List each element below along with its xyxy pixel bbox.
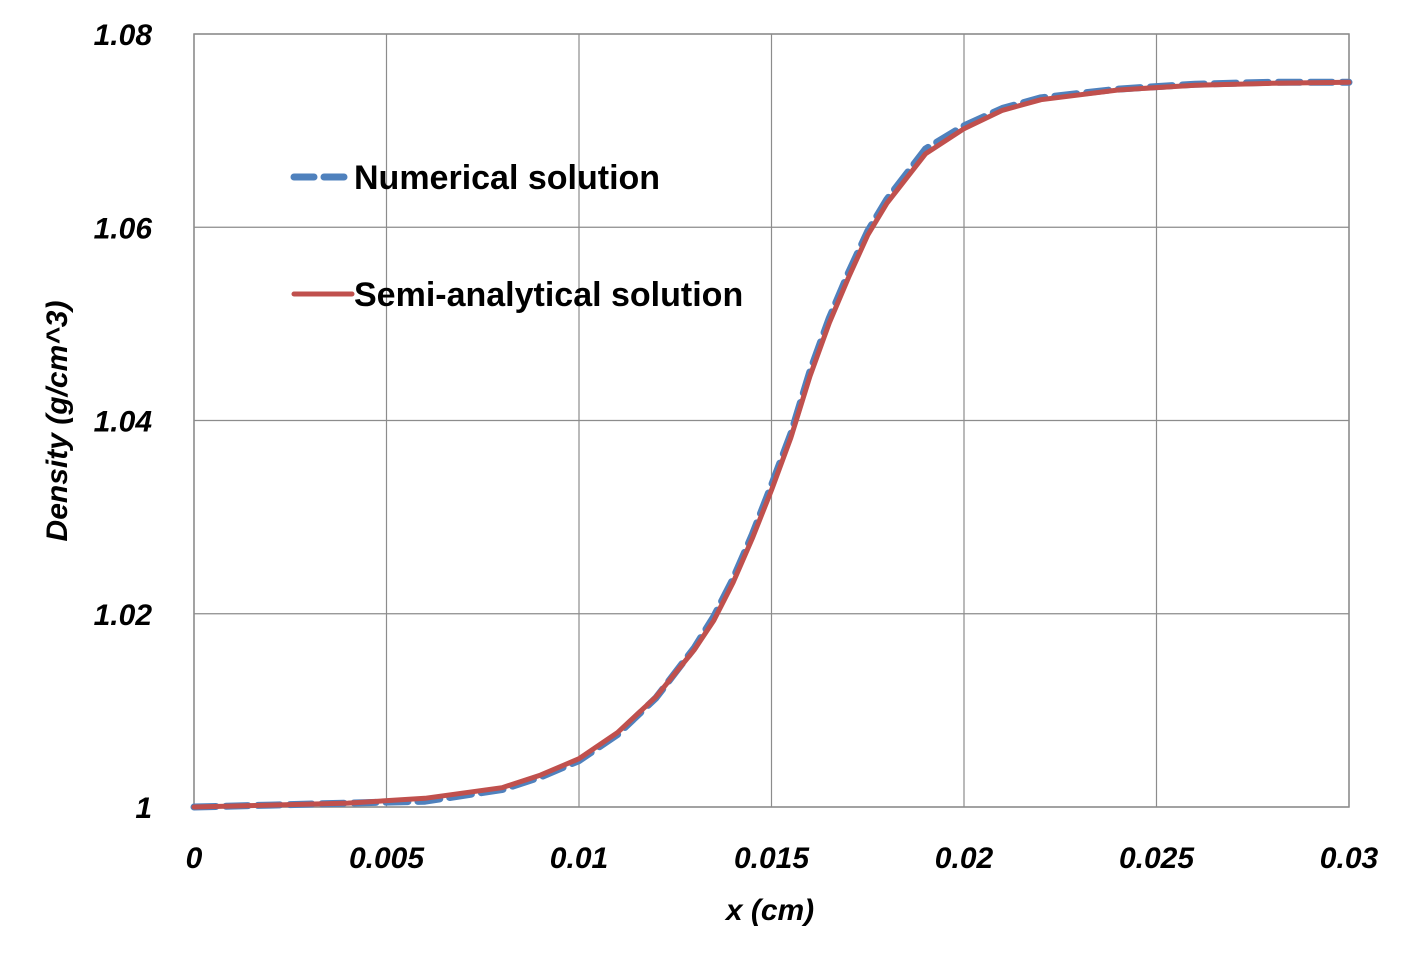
x-tick-label: 0.015 — [734, 842, 810, 875]
x-tick-label: 0.03 — [1320, 842, 1379, 875]
y-tick-label: 1.04 — [94, 406, 153, 439]
y-tick-label: 1.08 — [94, 19, 153, 52]
x-axis-title: x (cm) — [724, 894, 814, 927]
y-tick-label: 1 — [135, 792, 152, 825]
series-group — [190, 78, 1353, 811]
x-tick-label: 0.025 — [1119, 842, 1195, 875]
y-tick-label: 1.02 — [94, 599, 153, 632]
y-axis-title: Density (g/cm^3) — [41, 301, 74, 542]
plot-area-border — [193, 33, 1350, 808]
series-line-semi-analytical — [191, 79, 1352, 810]
legend-label: Numerical solution — [354, 159, 660, 197]
x-tick-label: 0 — [186, 842, 203, 875]
x-tick-label: 0.02 — [935, 842, 994, 875]
y-tick-label: 1.06 — [94, 212, 153, 245]
legend: Numerical solution Semi-analytical soluti… — [290, 159, 743, 314]
x-tick-label: 0.01 — [550, 842, 608, 875]
tick-labels: 0 0.005 0.01 0.015 0.02 0.025 0.03 1 1.02 1.04 1.0… — [94, 19, 1379, 875]
legend-label: Semi-analytical solution — [354, 276, 743, 314]
x-tick-label: 0.005 — [349, 842, 425, 875]
